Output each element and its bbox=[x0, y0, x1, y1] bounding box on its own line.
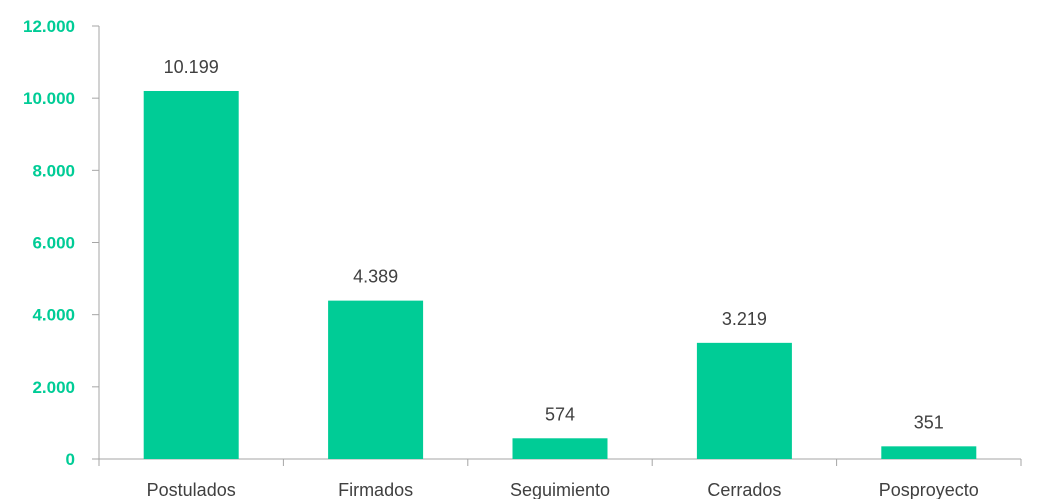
bar-postulados bbox=[143, 90, 239, 459]
bar-firmados bbox=[328, 300, 424, 459]
bars bbox=[143, 90, 977, 459]
data-label-firmados: 4.389 bbox=[353, 267, 398, 287]
data-label-posproyecto: 351 bbox=[914, 412, 944, 432]
data-labels: 10.199 4.389 574 3.219 351 bbox=[164, 57, 944, 432]
bar-seguimiento bbox=[512, 438, 608, 459]
x-axis: Postulados Firmados Seguimiento Cerrados Pos… bbox=[98, 458, 1022, 499]
x-tick-label-cerrados: Cerrados bbox=[707, 480, 781, 499]
x-tick-label-posproyecto: Posproyecto bbox=[879, 480, 979, 499]
y-tick-label: 8.000 bbox=[32, 161, 75, 180]
x-tick-label-postulados: Postulados bbox=[147, 480, 236, 499]
y-axis: 0 2.000 4.000 6.000 8.000 10.000 12.000 bbox=[23, 17, 100, 469]
bar-posproyecto bbox=[881, 446, 977, 459]
y-tick-label: 10.000 bbox=[23, 89, 75, 108]
bar-cerrados bbox=[696, 342, 792, 459]
data-label-seguimiento: 574 bbox=[545, 404, 575, 424]
y-tick-label: 4.000 bbox=[32, 306, 75, 325]
y-tick-label: 0 bbox=[66, 450, 75, 469]
y-tick-label: 6.000 bbox=[32, 234, 75, 253]
data-label-postulados: 10.199 bbox=[164, 57, 219, 77]
y-tick-label: 12.000 bbox=[23, 17, 75, 36]
x-tick-label-seguimiento: Seguimiento bbox=[510, 480, 610, 499]
y-tick-label: 2.000 bbox=[32, 378, 75, 397]
data-label-cerrados: 3.219 bbox=[722, 309, 767, 329]
x-tick-label-firmados: Firmados bbox=[338, 480, 413, 499]
